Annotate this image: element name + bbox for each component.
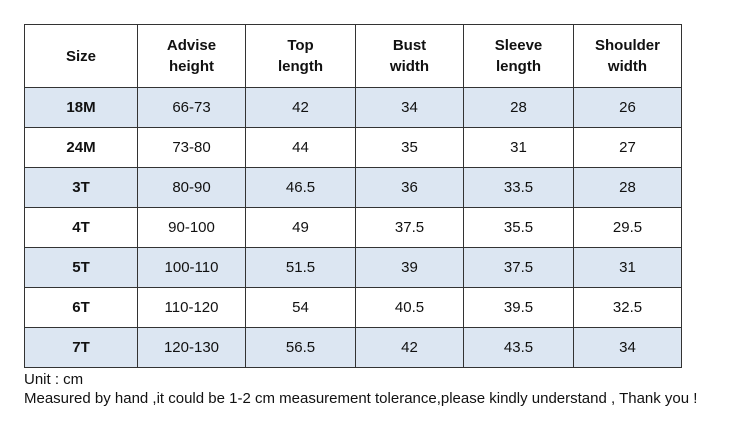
value-cell: 28 xyxy=(463,87,574,128)
value-cell: 29.5 xyxy=(573,207,682,248)
value-cell: 35 xyxy=(355,127,464,168)
header-cell: Sleeve length xyxy=(463,24,574,88)
value-cell: 37.5 xyxy=(355,207,464,248)
size-cell: 7T xyxy=(24,327,138,368)
header-cell: Size xyxy=(24,24,138,88)
table-body: 18M 66-73 42 34 28 26 24M 73-80 44 35 31 27 3T 80-90 4… xyxy=(24,87,682,368)
value-cell: 34 xyxy=(355,87,464,128)
value-cell: 32.5 xyxy=(573,287,682,328)
header-row: Size Advise height Top length Bust width Sleeve… xyxy=(24,24,682,88)
value-cell: 51.5 xyxy=(245,247,356,288)
value-cell: 35.5 xyxy=(463,207,574,248)
size-cell: 24M xyxy=(24,127,138,168)
size-cell: 18M xyxy=(24,87,138,128)
value-cell: 66-73 xyxy=(137,87,246,128)
value-cell: 33.5 xyxy=(463,167,574,208)
value-cell: 80-90 xyxy=(137,167,246,208)
value-cell: 120-130 xyxy=(137,327,246,368)
table-row: 24M 73-80 44 35 31 27 xyxy=(24,127,682,168)
value-cell: 26 xyxy=(573,87,682,128)
header-cell: Shoulder width xyxy=(573,24,682,88)
size-cell: 4T xyxy=(24,207,138,248)
header-line: Size xyxy=(65,47,96,65)
value-cell: 44 xyxy=(245,127,356,168)
table-row: 3T 80-90 46.5 36 33.5 28 xyxy=(24,167,682,208)
value-cell: 36 xyxy=(355,167,464,208)
note-line: Unit : cm xyxy=(24,371,84,388)
value-cell: 31 xyxy=(463,127,574,168)
value-cell: 100-110 xyxy=(137,247,246,288)
size-cell: 5T xyxy=(24,247,138,288)
header-line: width xyxy=(607,58,648,75)
value-cell: 56.5 xyxy=(245,327,356,368)
header-line: Advise xyxy=(166,37,217,54)
value-cell: 73-80 xyxy=(137,127,246,168)
value-cell: 49 xyxy=(245,207,356,248)
value-cell: 54 xyxy=(245,287,356,328)
table-row: 5T 100-110 51.5 39 37.5 31 xyxy=(24,247,682,288)
value-cell: 42 xyxy=(245,87,356,128)
value-cell: 37.5 xyxy=(463,247,574,288)
value-cell: 39.5 xyxy=(463,287,574,328)
size-table: Size Advise height Top length Bust width Sleeve… xyxy=(24,24,682,368)
header-line: height xyxy=(169,58,214,75)
value-cell: 31 xyxy=(573,247,682,288)
value-cell: 39 xyxy=(355,247,464,288)
value-cell: 110-120 xyxy=(137,287,246,328)
header-line: Top xyxy=(287,37,314,54)
value-cell: 42 xyxy=(355,327,464,368)
table-row: 6T 110-120 54 40.5 39.5 32.5 xyxy=(24,287,682,328)
value-cell: 34 xyxy=(573,327,682,368)
value-cell: 40.5 xyxy=(355,287,464,328)
header-line: length xyxy=(496,58,541,75)
table-row: 7T 120-130 56.5 42 43.5 34 xyxy=(24,327,682,368)
notes: Unit : cm Measured by hand ,it could be 1… xyxy=(24,370,697,408)
table-row: 18M 66-73 42 34 28 26 xyxy=(24,87,682,128)
header-line: Sleeve xyxy=(494,37,543,54)
header-cell: Top length xyxy=(245,24,356,88)
value-cell: 27 xyxy=(573,127,682,168)
value-cell: 28 xyxy=(573,167,682,208)
note-line: Measured by hand ,it could be 1-2 cm mea… xyxy=(24,390,698,407)
size-cell: 6T xyxy=(24,287,138,328)
header-line: Bust xyxy=(392,37,427,54)
value-cell: 90-100 xyxy=(137,207,246,248)
header-line: width xyxy=(389,58,430,75)
header-cell: Advise height xyxy=(137,24,246,88)
table-row: 4T 90-100 49 37.5 35.5 29.5 xyxy=(24,207,682,248)
size-cell: 3T xyxy=(24,167,138,208)
header-line: length xyxy=(278,58,323,75)
value-cell: 46.5 xyxy=(245,167,356,208)
value-cell: 43.5 xyxy=(463,327,574,368)
header-line: Shoulder xyxy=(594,37,660,54)
header-cell: Bust width xyxy=(355,24,464,88)
